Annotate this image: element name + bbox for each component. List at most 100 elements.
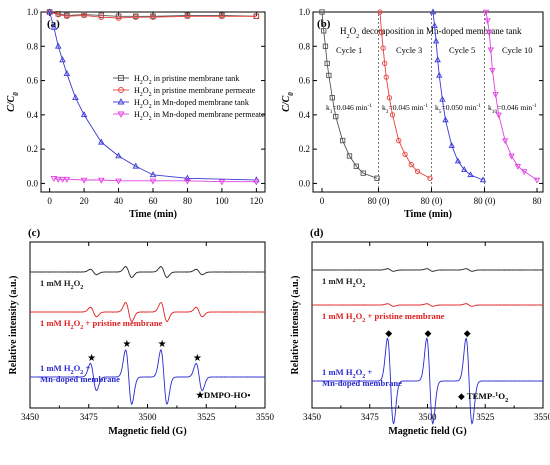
data-point [54, 42, 62, 49]
x-tick-label: 3525 [197, 412, 216, 422]
panel-d: 3450 3475 3500 3525 3550 (d) Magnetic field (G… [290, 227, 550, 437]
data-point [442, 116, 449, 123]
x-tick-label: 20 [80, 196, 90, 206]
plot-frame [312, 11, 544, 193]
trace-label: 1 mM H2O2 + pristine membrane [322, 311, 445, 324]
data-point [324, 60, 330, 67]
peak-marker: ★ [193, 353, 202, 364]
y-tick-label: 1.0 [27, 7, 39, 17]
x-tick-label: 3475 [361, 412, 380, 422]
data-point [321, 28, 327, 34]
data-point [432, 37, 440, 44]
y-axis-label: C/C0 [6, 92, 20, 112]
series-line [432, 11, 484, 181]
x-tick-label: 3500 [139, 412, 158, 422]
legend-marker [117, 111, 125, 118]
data-point [50, 23, 58, 30]
data-point [482, 9, 490, 16]
peak-marker: ◆ [464, 328, 471, 338]
data-point [80, 111, 88, 118]
x-axis-label: Magnetic field (G) [108, 426, 186, 437]
data-point [495, 112, 502, 119]
data-point [508, 153, 515, 160]
data-point [72, 94, 79, 101]
trace-label: 1 mM H2O2 + pristine membrane [40, 318, 163, 331]
data-point [431, 22, 438, 28]
y-tick-label: 0.6 [299, 76, 311, 86]
chart-title: H2O2 decomposition in Mn-doped membrane … [340, 26, 522, 40]
data-point [484, 18, 491, 25]
epr-trace [311, 303, 544, 307]
legend-marker [117, 98, 125, 105]
data-point [461, 166, 468, 172]
trace-label: 1 mM H2O2 + [40, 363, 90, 376]
x-tick-label: 80 [533, 196, 543, 206]
data-point [98, 138, 105, 145]
panel-b: 0.0 0.2 0.4 0.6 0.8 1.0 0 80 (0) 80 (0) 80 (0) 80 (… [281, 7, 544, 220]
data-point [454, 157, 462, 164]
data-point [50, 175, 58, 182]
data-point [521, 169, 528, 176]
data-point [98, 177, 105, 184]
data-point [414, 168, 421, 175]
data-point [439, 95, 446, 102]
peak-marker: ★ [158, 339, 167, 350]
y-tick-label: 1.0 [299, 7, 311, 17]
x-axis-label: Magnetic field (G) [388, 426, 466, 437]
peak-marker: ◆ [425, 328, 432, 338]
data-point [467, 171, 474, 178]
x-tick-label: 0 [320, 196, 325, 206]
x-tick-label: 0 [47, 196, 52, 206]
data-point [408, 161, 414, 168]
legend-entry: H2O2 in Mn-doped membrane permeate [134, 110, 265, 122]
x-tick-label: 3500 [419, 412, 438, 422]
epr-trace [29, 348, 266, 406]
data-point [333, 113, 339, 120]
data-point [54, 176, 62, 183]
panel-label: (a) [47, 18, 60, 30]
series-line [49, 11, 257, 19]
trace-label: Mn-doped membrane [322, 378, 402, 388]
x-tick-label: 3450 [21, 412, 40, 422]
data-point [436, 71, 443, 78]
data-point [253, 179, 260, 186]
data-point [46, 8, 53, 15]
cycle-name: Cycle 3 [396, 45, 422, 55]
data-point [115, 152, 122, 159]
data-point [55, 11, 61, 18]
species-annotation: ◆ TEMP-1O2 [458, 391, 508, 404]
x-tick-label: 120 [250, 196, 264, 206]
data-point [64, 13, 70, 20]
y-tick-label: 0.0 [27, 178, 39, 188]
trace-label: 1 mM H2O2 + [322, 367, 372, 380]
cycle-name: Cycle 1 [336, 45, 362, 55]
cycle-name: Cycle 10 [502, 45, 532, 55]
x-tick-label: 3550 [534, 412, 550, 422]
data-point [63, 176, 71, 183]
panel-a: 0 20 40 60 80 100 120 0.0 0.2 0.4 0.6 0.8 1.0 (a) Time… [6, 7, 266, 220]
data-point [253, 13, 260, 20]
rate-constant: k3=0.045 min-1 [382, 103, 428, 115]
legend-marker [118, 87, 124, 93]
data-point [386, 95, 393, 101]
data-point [429, 8, 437, 15]
series-line [379, 11, 431, 179]
data-point [378, 29, 385, 36]
x-tick-label: 80 (0) [421, 196, 443, 206]
data-point [322, 43, 329, 49]
data-point [115, 13, 122, 20]
data-point [149, 171, 157, 178]
data-point [81, 12, 87, 19]
data-point [59, 176, 66, 183]
rate-constant: k5=0.050 min-1 [435, 103, 481, 115]
data-point [374, 175, 380, 181]
y-tick-label: 0.2 [27, 144, 38, 154]
x-tick-label: 80 (0) [474, 196, 496, 206]
data-point [396, 137, 402, 144]
x-tick-label: 3450 [303, 412, 322, 422]
series-line [49, 11, 257, 181]
epr-trace [311, 268, 544, 272]
legend-entry: H2O2 in pristine membrane permeate [134, 86, 256, 98]
rate-constant: k10=0.046 min-1 [488, 103, 537, 115]
data-point [115, 15, 122, 21]
